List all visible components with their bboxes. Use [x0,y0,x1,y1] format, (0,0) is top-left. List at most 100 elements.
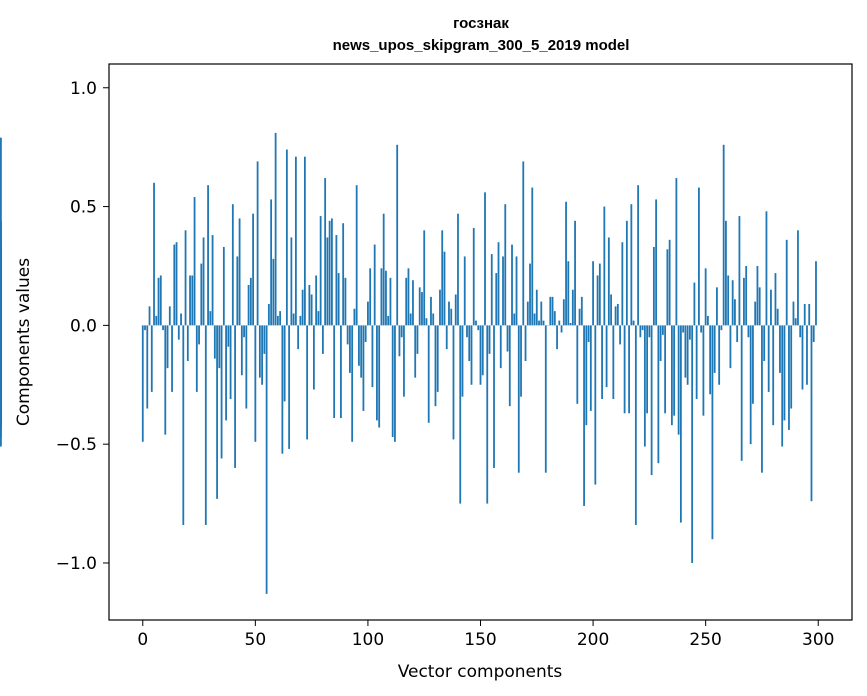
bar [182,325,185,525]
bar [468,325,471,362]
bar [774,273,777,326]
bar [310,294,313,326]
bar [517,325,520,473]
bar [625,220,628,326]
bar [767,325,770,392]
bar [666,249,669,326]
bar [184,230,187,326]
bar [459,325,462,504]
bar [371,325,374,388]
bar [684,325,687,378]
bar [432,313,435,326]
bar [276,315,279,326]
bar [571,289,574,326]
bar [353,308,356,326]
bar [403,325,405,397]
bar [225,325,227,421]
bar [234,325,236,468]
bar [168,306,171,326]
bar [367,301,369,326]
bar [790,325,793,409]
bar [736,325,739,342]
bar [657,325,660,464]
bar [632,320,635,326]
bar [770,289,772,326]
x-tick-label: 50 [245,630,267,650]
bar [243,325,245,338]
bar [0,325,2,352]
bar [610,294,612,326]
bar [679,325,682,523]
bar [186,325,189,362]
bar [272,258,275,326]
bar [387,315,390,326]
bar [598,263,601,326]
bar [191,275,194,326]
bar [326,237,329,326]
bar [321,325,324,354]
bar [470,325,473,385]
bar [562,299,565,326]
bar [340,325,342,419]
bar [592,261,594,326]
bar [193,197,196,326]
bar [461,325,464,397]
bar [263,325,266,354]
bar [650,325,653,476]
bar [652,246,655,326]
bar [389,277,392,326]
bar [810,325,813,502]
bar [213,325,216,359]
bar [337,273,340,326]
bar [283,325,286,402]
bar [159,275,162,326]
bar [274,132,277,326]
bar [175,242,178,326]
bar [621,242,624,326]
bar [238,218,241,326]
bar [716,287,718,326]
bar [794,318,797,326]
bar [216,325,218,499]
bar [707,315,709,326]
bar [686,325,689,385]
bar [763,325,766,362]
bar [749,325,752,445]
bar [772,325,775,426]
bar [396,144,399,326]
bar [445,325,448,350]
bar [306,325,309,440]
bar [603,206,606,326]
y-tick-label: 0.0 [70,316,97,336]
bar [177,325,180,340]
bar [245,325,248,409]
bar [153,182,155,326]
bar [499,325,502,369]
bar [220,325,223,459]
bar [711,325,714,540]
bar [788,325,790,430]
bar [544,325,547,473]
bar [535,289,538,326]
bar [450,308,453,326]
bar [695,325,698,400]
bar [173,244,176,326]
bar [281,325,284,454]
bar [614,306,617,326]
y-tick-label: 1.0 [70,79,97,99]
bar [222,246,225,326]
bar [529,263,531,326]
bar [202,237,205,326]
bar [351,325,354,442]
bar [720,325,723,331]
bar [702,325,705,416]
bar [407,268,410,326]
bar [290,237,293,326]
bar [261,325,263,385]
bar [258,325,261,378]
bar [497,242,500,326]
bar [297,325,300,350]
bar [698,187,700,326]
bar [312,325,315,390]
x-tick-label: 150 [464,630,496,650]
